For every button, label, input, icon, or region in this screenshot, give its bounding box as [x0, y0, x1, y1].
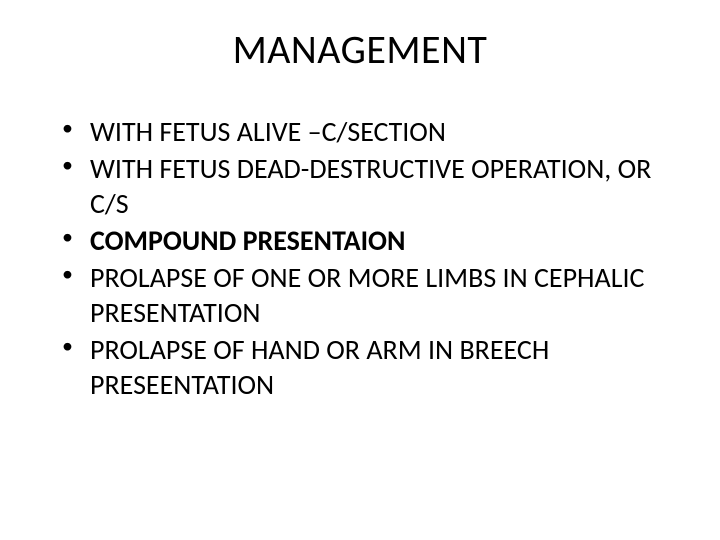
bullet-text: WITH FETUS ALIVE –C/SECTION: [90, 114, 446, 149]
bullet-text: PROLAPSE OF ONE OR MORE LIMBS IN CEPHALI…: [90, 260, 644, 330]
bullet-list: WITH FETUS ALIVE –C/SECTION WITH FETUS D…: [50, 114, 670, 402]
list-item: WITH FETUS ALIVE –C/SECTION: [62, 114, 670, 149]
bullet-text: COMPOUND PRESENTAION: [90, 223, 405, 258]
list-item: COMPOUND PRESENTAION: [62, 223, 670, 258]
slide: MANAGEMENT WITH FETUS ALIVE –C/SECTION W…: [0, 0, 720, 540]
list-item: PROLAPSE OF HAND OR ARM IN BREECH PRESEE…: [62, 332, 670, 402]
bullet-text: WITH FETUS DEAD-DESTRUCTIVE OPERATION, O…: [90, 151, 651, 221]
slide-title: MANAGEMENT: [50, 25, 670, 74]
bullet-text: PROLAPSE OF HAND OR ARM IN BREECH PRESEE…: [90, 332, 549, 402]
list-item: PROLAPSE OF ONE OR MORE LIMBS IN CEPHALI…: [62, 260, 670, 330]
list-item: WITH FETUS DEAD-DESTRUCTIVE OPERATION, O…: [62, 151, 670, 221]
